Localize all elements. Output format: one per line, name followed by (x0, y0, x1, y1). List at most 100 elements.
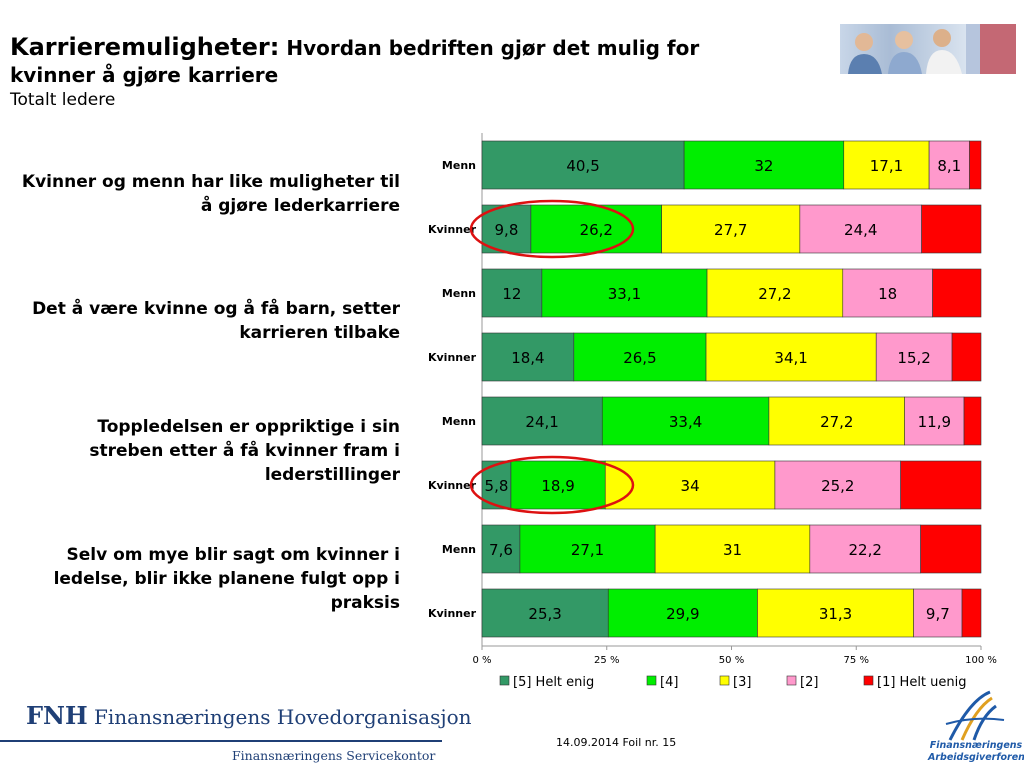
category-label-3: Kvinner (428, 351, 477, 364)
x-tick-label-0: 0 % (472, 655, 491, 666)
data-label-4-3: 11,9 (918, 413, 951, 431)
title-line-2: kvinner å gjøre karriere (10, 63, 279, 87)
bar-segment-2-2 (706, 268, 844, 318)
data-label-1-2: 27,7 (714, 221, 747, 239)
x-tick-label-3: 75 % (844, 655, 869, 666)
people-photo-icon (840, 24, 966, 74)
fnh-logo: FNH Finansnæringens Hovedorganisasjon (26, 701, 472, 730)
header-photo (840, 24, 1016, 74)
x-tick-label-1: 25 % (594, 655, 619, 666)
statement-1: Kvinner og menn har like muligheter til … (21, 172, 400, 216)
bar-segment-2-1 (541, 268, 708, 318)
legend-label-3: [2] (800, 675, 818, 690)
fnh-abbr: FNH (26, 701, 88, 730)
bar-segment-7-2 (757, 588, 914, 638)
legend-swatch-4 (863, 675, 874, 686)
bar-segment-0-1 (683, 140, 845, 190)
bar-segment-3-2 (705, 332, 877, 382)
bar-segment-7-0 (481, 588, 609, 638)
category-label-0: Menn (442, 159, 476, 172)
bar-segment-5-1 (510, 460, 606, 510)
bar-segment-3-0 (481, 332, 575, 382)
data-label-6-2: 31 (723, 541, 742, 559)
data-label-5-2: 34 (681, 477, 700, 495)
bar-segment-1-2 (661, 204, 801, 254)
bar-segment-7-1 (607, 588, 758, 638)
data-label-3-3: 15,2 (897, 349, 930, 367)
bar-segment-6-0 (481, 524, 521, 574)
data-label-1-0: 9,8 (495, 221, 519, 239)
category-label-7: Kvinner (428, 607, 477, 620)
fa-logo-icon (945, 690, 1005, 741)
bar-segment-3-1 (573, 332, 707, 382)
legend-label-2: [3] (733, 675, 751, 690)
data-label-5-3: 25,2 (821, 477, 854, 495)
category-label-4: Menn (442, 415, 476, 428)
bar-segment-4-4 (963, 396, 982, 446)
bar-segment-5-3 (774, 460, 901, 510)
data-label-2-1: 33,1 (608, 285, 641, 303)
bar-segment-4-0 (481, 396, 603, 446)
bar-segment-1-4 (921, 204, 982, 254)
bar-segment-0-0 (481, 140, 685, 190)
data-label-0-1: 32 (754, 157, 773, 175)
data-label-3-0: 18,4 (511, 349, 544, 367)
data-label-6-1: 27,1 (571, 541, 604, 559)
title-block: Karrieremuligheter: Hvordan bedriften gj… (10, 34, 830, 111)
bar-segment-7-4 (961, 588, 982, 638)
highlight-circle-0 (469, 199, 635, 259)
bar-segment-2-0 (481, 268, 543, 318)
bar-segment-3-3 (875, 332, 953, 382)
bar-segment-6-3 (809, 524, 921, 574)
data-label-5-0: 5,8 (485, 477, 509, 495)
category-label-1: Kvinner (428, 223, 477, 236)
data-label-0-2: 17,1 (870, 157, 903, 175)
bar-segment-1-3 (799, 204, 922, 254)
data-label-6-0: 7,6 (489, 541, 513, 559)
data-label-0-3: 8,1 (937, 157, 961, 175)
fnh-org-name: Finansnæringens Hovedorganisasjon (94, 705, 472, 729)
foil-number: 14.09.2014 Foil nr. 15 (556, 736, 677, 749)
data-label-3-1: 26,5 (623, 349, 656, 367)
data-label-7-2: 31,3 (819, 605, 852, 623)
data-label-2-2: 27,2 (758, 285, 791, 303)
bar-segment-0-4 (969, 140, 982, 190)
statement-4: Selv om mye blir sagt om kvinner i ledel… (53, 545, 400, 613)
x-tick-label-4: 100 % (965, 655, 997, 666)
bar-segment-7-3 (913, 588, 963, 638)
category-label-6: Menn (442, 543, 476, 556)
bar-segment-3-4 (951, 332, 982, 382)
fnh-sub: Finansnæringens Servicekontor (232, 748, 436, 763)
bar-segment-2-3 (842, 268, 933, 318)
data-label-7-3: 9,7 (926, 605, 950, 623)
bar-segment-4-1 (601, 396, 770, 446)
bar-segment-6-1 (519, 524, 656, 574)
bar-segment-5-4 (900, 460, 982, 510)
data-label-7-1: 29,9 (666, 605, 699, 623)
legend-label-0: [5] Helt enig (513, 675, 594, 690)
data-label-4-1: 33,4 (669, 413, 702, 431)
legend-swatch-1 (646, 675, 657, 686)
statement-2: Det å være kvinne og å få barn, setter k… (32, 299, 400, 343)
title-line-1: Karrieremuligheter: Hvordan bedriften gj… (10, 34, 830, 62)
legend-swatch-0 (499, 675, 510, 686)
legend-label-4: [1] Helt uenig (877, 675, 967, 690)
stacked-bar-chart: 40,5 32 17,1 8,1 Menn 9,8 26,2 27,7 24,4 Kvinner 1… (428, 133, 997, 690)
legend-label-1: [4] (660, 675, 678, 690)
x-tick-label-2: 50 % (719, 655, 744, 666)
title-rest: Hvordan bedriften gjør det mulig for (286, 36, 700, 60)
bar-segment-6-2 (654, 524, 811, 574)
data-label-7-0: 25,3 (528, 605, 561, 623)
bar-segment-4-3 (904, 396, 965, 446)
data-label-2-3: 18 (878, 285, 897, 303)
bar-segment-1-1 (530, 204, 662, 254)
data-label-4-0: 24,1 (525, 413, 558, 431)
photo-accent-blue (966, 24, 980, 74)
bar-segment-6-4 (920, 524, 982, 574)
data-label-1-3: 24,4 (844, 221, 877, 239)
bar-segment-0-3 (928, 140, 970, 190)
legend-swatch-3 (786, 675, 797, 686)
data-label-6-3: 22,2 (849, 541, 882, 559)
bar-segment-2-4 (932, 268, 982, 318)
data-label-0-0: 40,5 (566, 157, 599, 175)
